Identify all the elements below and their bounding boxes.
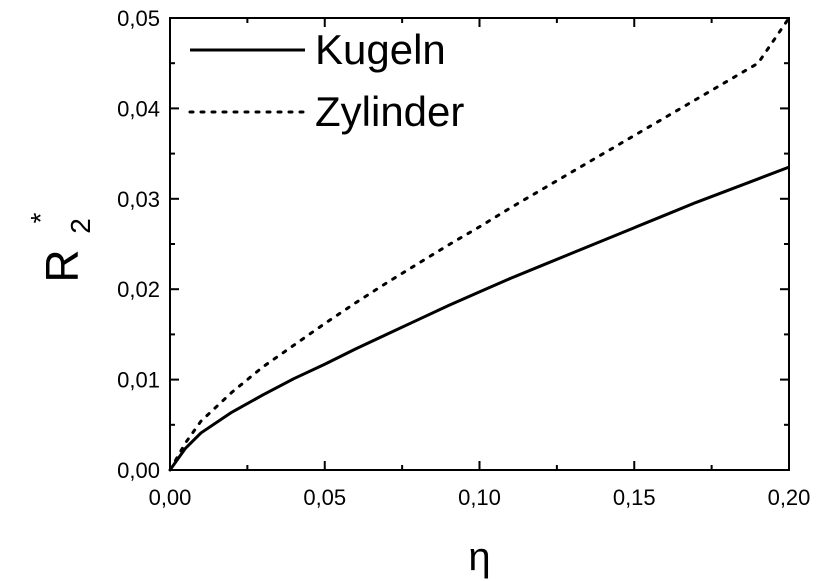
series-line-kugeln: [168, 165, 790, 471]
y-axis-title-subscript: 2: [65, 218, 96, 234]
legend-label-zylinder: Zylinder: [315, 88, 464, 135]
y-axis-title-group: R 2 *: [25, 212, 96, 282]
y-tick-label: 0,01: [117, 368, 160, 393]
x-tick-label: 0,10: [458, 485, 501, 510]
y-tick-label: 0,04: [117, 96, 160, 121]
x-tick-label: 0,05: [303, 485, 346, 510]
x-tick-label: 0,00: [149, 485, 192, 510]
y-axis-title: R: [36, 249, 88, 282]
y-tick-label: 0,05: [117, 6, 160, 31]
legend-label-kugeln: Kugeln: [315, 26, 446, 73]
y-tick-label: 0,03: [117, 187, 160, 212]
y-tick-label: 0,00: [117, 458, 160, 483]
plot-frame: [169, 17, 790, 471]
y-axis-title-superscript: *: [25, 212, 56, 223]
x-tick-label: 0,20: [768, 485, 811, 510]
series-line-zylinder: [168, 16, 791, 472]
y-tick-label: 0,02: [117, 277, 160, 302]
x-axis-title: η: [468, 535, 490, 579]
x-tick-label: 0,15: [613, 485, 656, 510]
